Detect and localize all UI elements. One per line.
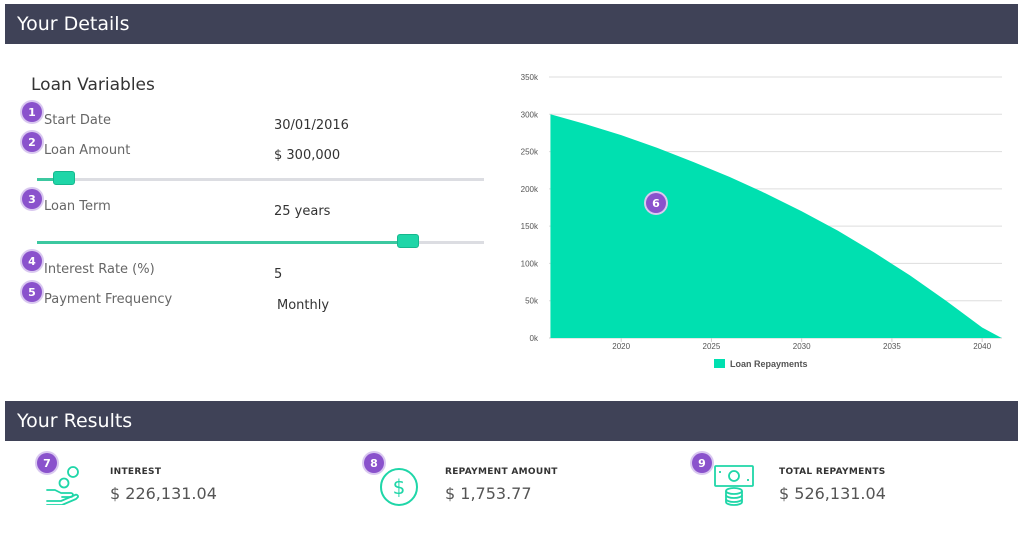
y-tick-label: 350k	[521, 73, 539, 82]
annotation-badge-2: 2	[22, 132, 42, 152]
y-tick-label: 200k	[521, 185, 539, 194]
loan-term-value[interactable]: 25 years	[274, 204, 331, 219]
chart-legend[interactable]: Loan Repayments	[714, 359, 808, 369]
dollar-circle-icon: $	[380, 468, 418, 506]
y-tick-label: 300k	[521, 110, 539, 119]
annotation-badge-9: 9	[692, 453, 712, 473]
y-tick-label: 250k	[521, 148, 539, 157]
x-tick-label: 2030	[793, 342, 811, 351]
loan-repayments-area	[550, 114, 1002, 339]
annotation-badge-4: 4	[22, 251, 42, 271]
total-repayments-value: $ 526,131.04	[779, 484, 886, 503]
svg-text:$: $	[393, 475, 406, 499]
y-tick-label: 50k	[525, 297, 539, 306]
y-tick-label: 150k	[521, 222, 539, 231]
legend-swatch	[714, 359, 725, 368]
loan-amount-slider-fill	[37, 178, 64, 181]
loan-amount-label: Loan Amount	[44, 143, 131, 158]
x-tick-label: 2025	[703, 342, 721, 351]
start-date-value[interactable]: 30/01/2016	[274, 118, 349, 133]
total-repayments-label: TOTAL REPAYMENTS	[779, 467, 886, 477]
payment-frequency-label: Payment Frequency	[44, 292, 173, 307]
loan-amount-slider-track	[37, 178, 484, 181]
loan-amount-slider-handle[interactable]	[52, 171, 75, 185]
interest-value: $ 226,131.04	[110, 484, 217, 503]
annotation-badge-1: 1	[22, 102, 42, 122]
chart-x-axis: 2020 2025 2030 2035 2040	[549, 337, 1002, 351]
legend-label-loan-repayments: Loan Repayments	[730, 359, 808, 369]
loan-term-slider-handle[interactable]	[397, 234, 419, 248]
hand-coins-icon	[46, 466, 79, 505]
loan-term-label: Loan Term	[44, 199, 111, 214]
x-tick-label: 2035	[883, 342, 901, 351]
y-tick-label: 0k	[530, 334, 539, 343]
details-header: Your Details	[5, 4, 1018, 44]
chart-y-axis: 0k 50k 100k 150k 200k 250k 300k 350k	[521, 73, 539, 343]
annotation-badge-8: 8	[364, 453, 384, 473]
loan-amount-slider[interactable]	[37, 170, 484, 188]
repayment-amount-label: REPAYMENT AMOUNT	[445, 467, 558, 477]
loan-variables-title: Loan Variables	[31, 75, 155, 95]
interest-rate-label: Interest Rate (%)	[44, 262, 155, 277]
payment-frequency-value[interactable]: Monthly	[277, 298, 330, 313]
x-tick-label: 2020	[612, 342, 630, 351]
loan-term-slider[interactable]	[37, 233, 484, 251]
annotation-badge-6: 6	[646, 193, 666, 213]
start-date-label: Start Date	[44, 113, 111, 128]
results-header: Your Results	[5, 401, 1018, 441]
cash-stack-icon	[714, 465, 754, 506]
results-title: Your Results	[17, 410, 133, 432]
x-tick-label: 2040	[973, 342, 991, 351]
loan-amount-value[interactable]: $ 300,000	[274, 148, 341, 163]
interest-rate-value[interactable]: 5	[274, 267, 283, 282]
loan-term-slider-fill	[37, 241, 408, 244]
repayment-amount-value: $ 1,753.77	[445, 484, 532, 503]
annotation-badge-5: 5	[22, 282, 42, 302]
annotation-badge-7: 7	[37, 453, 57, 473]
annotation-badge-3: 3	[22, 189, 42, 209]
interest-label: INTEREST	[110, 467, 162, 477]
y-tick-label: 100k	[521, 259, 539, 268]
details-title: Your Details	[17, 13, 130, 35]
